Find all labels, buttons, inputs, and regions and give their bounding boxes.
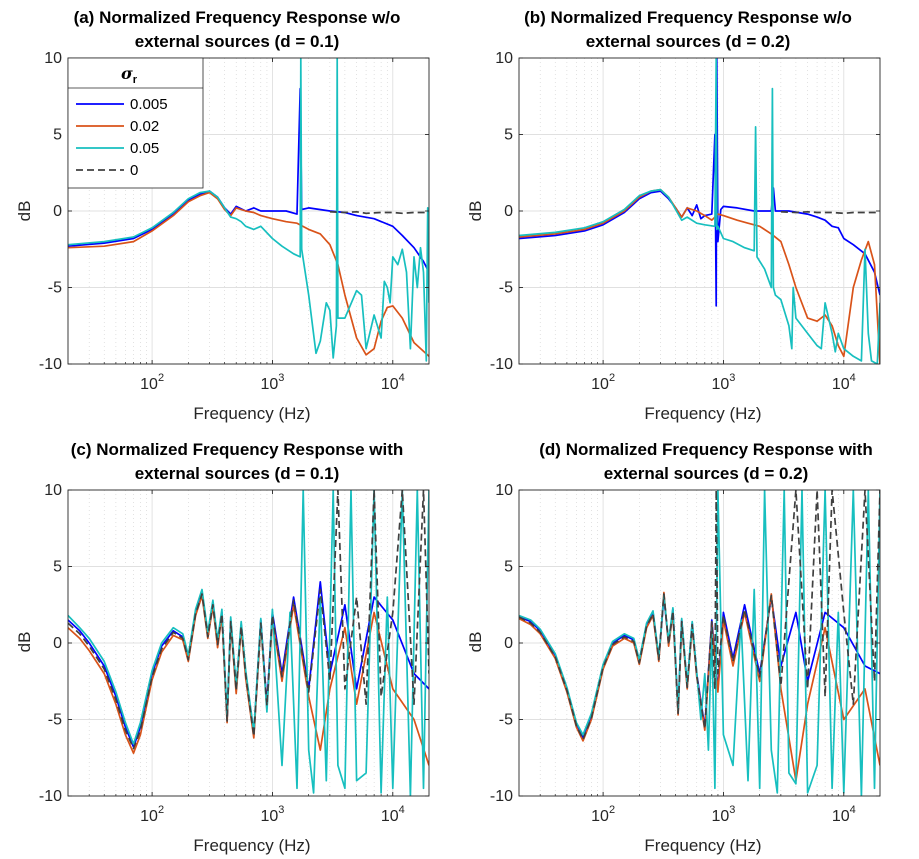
panel-d-plot-area: -10 -5 0 5 10 102 103 104 xyxy=(490,482,881,825)
panel-a-plot-area: -10 -5 0 5 10 102 103 104 xyxy=(39,50,430,393)
legend-entries: 0.005 0.02 0.05 0 xyxy=(76,96,168,179)
series-line-0.05 xyxy=(68,490,429,796)
panel-b-title-line2: external sources (d = 0.2) xyxy=(586,32,791,51)
legend-box xyxy=(67,57,204,189)
panel-c: (c) Normalized Frequency Response with e… xyxy=(15,440,430,855)
x-tick-label: 102 xyxy=(591,804,615,825)
panel-c-title-line1: (c) Normalized Frequency Response with xyxy=(71,440,404,459)
y-tick-label: 10 xyxy=(44,50,62,67)
series-line-0.02 xyxy=(68,594,429,766)
series-line-0.005 xyxy=(68,87,429,273)
panel-d-title-line1: (d) Normalized Frequency Response with xyxy=(539,440,872,459)
panel-d: (d) Normalized Frequency Response with e… xyxy=(466,440,881,855)
series-line-0.005 xyxy=(519,58,880,307)
legend-label: 0.005 xyxy=(130,96,168,113)
x-tick-label: 104 xyxy=(832,372,856,393)
y-tick-label: -10 xyxy=(490,356,513,373)
legend-label: 0.02 xyxy=(130,118,159,135)
panel-d-x-axis-label: Frequency (Hz) xyxy=(644,836,761,855)
y-tick-label: -5 xyxy=(499,712,513,729)
y-tick-label: 5 xyxy=(53,127,62,144)
legend-title: σr xyxy=(121,64,138,86)
x-tick-label: 102 xyxy=(140,372,164,393)
panel-b-plot-area: -10 -5 0 5 10 102 103 104 xyxy=(490,50,881,393)
panel-d-title-line2: external sources (d = 0.2) xyxy=(604,464,809,483)
series-line-0 xyxy=(780,210,880,215)
y-tick-label: 0 xyxy=(504,203,513,220)
series-line-0 xyxy=(329,210,429,215)
panel-a-series xyxy=(68,58,429,362)
panel-d-series xyxy=(519,490,880,796)
y-tick-label: -10 xyxy=(490,788,513,805)
y-tick-label: -5 xyxy=(48,280,62,297)
x-tick-label: 102 xyxy=(140,804,164,825)
panel-c-y-axis-label: dB xyxy=(15,632,34,653)
y-tick-label: -5 xyxy=(48,712,62,729)
y-tick-label: 5 xyxy=(504,559,513,576)
panel-c-title-line2: external sources (d = 0.1) xyxy=(135,464,340,483)
x-tick-label: 103 xyxy=(260,804,284,825)
panel-c-series xyxy=(68,490,429,796)
y-tick-label: 10 xyxy=(495,50,513,67)
legend-label: 0 xyxy=(130,162,138,179)
panel-d-y-axis-label: dB xyxy=(466,632,485,653)
y-tick-label: -10 xyxy=(39,788,62,805)
x-tick-label: 103 xyxy=(711,372,735,393)
panel-b-series xyxy=(519,58,880,364)
series-line-0.05 xyxy=(68,58,429,362)
x-tick-label: 104 xyxy=(381,804,405,825)
panel-b-title-line1: (b) Normalized Frequency Response w/o xyxy=(524,8,852,27)
y-tick-label: -10 xyxy=(39,356,62,373)
panel-c-plot-area: -10 -5 0 5 10 102 103 104 xyxy=(39,482,430,825)
y-tick-label: -5 xyxy=(499,280,513,297)
panel-c-x-axis-label: Frequency (Hz) xyxy=(193,836,310,855)
panel-a-x-axis-label: Frequency (Hz) xyxy=(193,404,310,423)
panel-a: (a) Normalized Frequency Response w/o ex… xyxy=(15,8,430,423)
y-tick-label: 0 xyxy=(504,635,513,652)
panel-b: (b) Normalized Frequency Response w/o ex… xyxy=(466,8,881,423)
panel-a-title-line2: external sources (d = 0.1) xyxy=(135,32,340,51)
series-line-0.05 xyxy=(519,58,880,364)
x-tick-label: 102 xyxy=(591,372,615,393)
x-tick-label: 103 xyxy=(711,804,735,825)
panel-b-y-axis-label: dB xyxy=(466,201,485,222)
y-tick-label: 5 xyxy=(53,559,62,576)
panel-a-title-line1: (a) Normalized Frequency Response w/o xyxy=(74,8,401,27)
legend-label: 0.05 xyxy=(130,140,159,157)
panel-a-y-axis-label: dB xyxy=(15,201,34,222)
y-tick-label: 0 xyxy=(53,203,62,220)
y-tick-label: 10 xyxy=(44,482,62,499)
series-line-0 xyxy=(519,490,880,741)
x-tick-label: 104 xyxy=(381,372,405,393)
series-line-0.05 xyxy=(519,490,880,796)
series-line-0.02 xyxy=(68,191,429,357)
y-tick-label: 10 xyxy=(495,482,513,499)
x-tick-label: 104 xyxy=(832,804,856,825)
y-tick-label: 5 xyxy=(504,127,513,144)
legend: σr 0.005 0.02 0.05 0 xyxy=(67,57,204,189)
x-tick-label: 103 xyxy=(260,372,284,393)
panel-b-x-axis-label: Frequency (Hz) xyxy=(644,404,761,423)
y-tick-label: 0 xyxy=(53,635,62,652)
